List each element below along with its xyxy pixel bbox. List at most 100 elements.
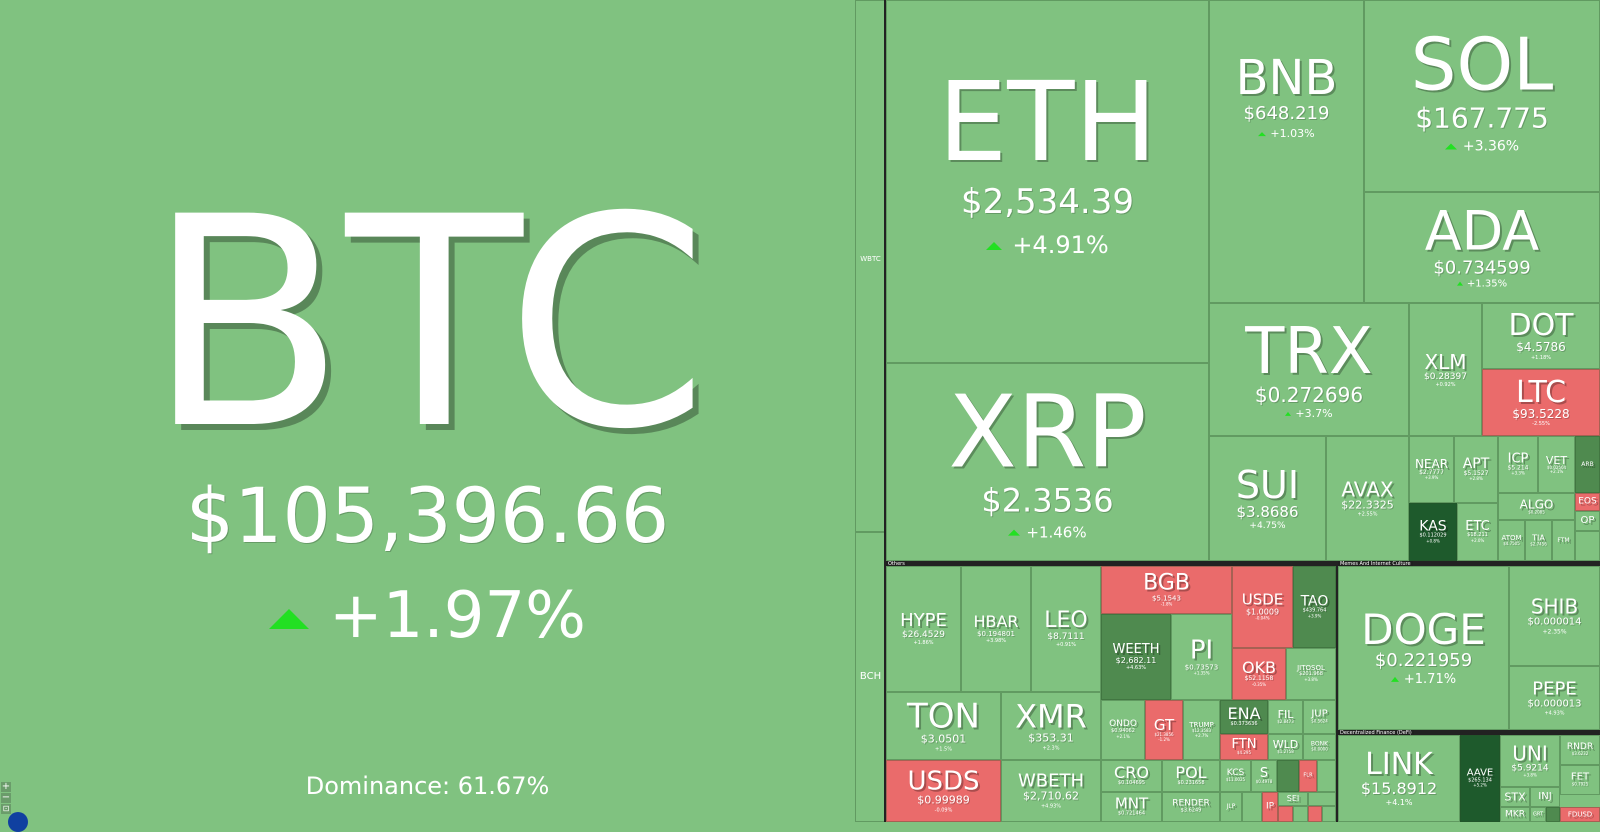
tile-bnb[interactable]: BNB $648.219 +1.03% — [1209, 0, 1364, 303]
tile-misc-7[interactable] — [1293, 806, 1308, 822]
tile-ondo[interactable]: ONDO $0.94062 +2.1% — [1101, 700, 1145, 760]
tile-xlm[interactable]: XLM $0.28397 +0.92% — [1409, 303, 1482, 436]
tile-doge[interactable]: DOGE $0.221959 +1.71% — [1338, 566, 1509, 730]
tile-op[interactable]: OP — [1575, 511, 1600, 531]
tile-fdusd[interactable]: FDUSD — [1560, 807, 1600, 822]
tile-arb[interactable]: ARB — [1575, 436, 1600, 493]
tile-eos[interactable]: EOS — [1575, 493, 1600, 511]
tile-cro[interactable]: CRO $0.104695 — [1101, 760, 1162, 792]
tile-ton[interactable]: TON $3.0501 +1.5% — [886, 692, 1001, 760]
tile-inj[interactable]: INJ — [1530, 787, 1560, 807]
tile-flr[interactable]: FLR — [1299, 760, 1317, 792]
weeth-change: +4.63% — [1125, 665, 1147, 672]
tile-sol[interactable]: SOL $167.775 +3.36% — [1364, 0, 1600, 192]
tile-wbtc[interactable]: WBTC — [855, 0, 886, 532]
tile-misc-1[interactable] — [1575, 531, 1600, 561]
tile-atom[interactable]: ATOM $4.7505 — [1498, 520, 1525, 561]
tile-fet[interactable]: FET $0.7925 — [1560, 765, 1600, 795]
tile-trump[interactable]: TRUMP $12.3583 +2.7% — [1183, 700, 1220, 760]
tile-vet[interactable]: VET $0.02504 +2.1% — [1538, 436, 1575, 493]
tile-weeth[interactable]: WEETH $2,682.11 +4.63% — [1101, 614, 1171, 700]
tile-ena[interactable]: ENA $0.373636 — [1220, 700, 1268, 734]
tile-uni[interactable]: UNI $5.9214 +3.8% — [1500, 735, 1560, 787]
tile-sei[interactable]: SEI — [1278, 792, 1308, 806]
tile-misc-9[interactable] — [1322, 806, 1336, 822]
arrow-up-icon — [1008, 529, 1021, 536]
tile-ftn[interactable]: FTN $4.295 — [1220, 734, 1268, 760]
tile-hype[interactable]: HYPE $26.4529 +1.86% — [886, 566, 961, 692]
weeth-symbol: WEETH — [1112, 641, 1160, 657]
tile-hbar[interactable]: HBAR $0.194801 +3.98% — [961, 566, 1031, 692]
tile-fil[interactable]: FIL $2.8473 — [1268, 700, 1303, 734]
tile-ip[interactable]: IP — [1262, 792, 1278, 822]
tile-s[interactable]: S $0.4978 — [1251, 760, 1277, 792]
help-icon[interactable] — [8, 812, 28, 832]
tile-link[interactable]: LINK $15.8912 +4.1% — [1338, 735, 1460, 822]
tile-jup[interactable]: JUP $0.5624 — [1303, 700, 1336, 734]
tile-ftm[interactable]: FTM — [1552, 520, 1575, 561]
tile-algo[interactable]: ALGO $0.2085 — [1498, 493, 1575, 520]
tile-leo[interactable]: LEO $8.7111 +0.91% — [1031, 566, 1101, 692]
tile-trx[interactable]: TRX $0.272696 +3.7% — [1209, 303, 1409, 436]
hbar-change: +3.98% — [985, 638, 1007, 645]
tile-sui[interactable]: SUI $3.8686 +4.75% — [1209, 436, 1326, 561]
zoom-in-button[interactable]: + — [1, 781, 11, 792]
tile-jitosol[interactable]: JITOSOL $201.968 +3.8% — [1286, 648, 1336, 700]
tile-usds[interactable]: USDS $0.99989 -0.09% — [886, 760, 1001, 822]
tile-eth[interactable]: ETH $2,534.39 +4.91% — [886, 0, 1209, 363]
tile-pol[interactable]: POL $0.231658 — [1162, 760, 1220, 792]
tile-pi[interactable]: PI $0.73573 +1.35% — [1171, 614, 1232, 700]
tile-bch[interactable]: BCH — [855, 532, 886, 822]
tia-symbol: TIA — [1532, 533, 1545, 543]
tile-misc-4[interactable] — [1242, 792, 1262, 822]
tile-tia[interactable]: TIA $2.7456 — [1525, 520, 1552, 561]
tile-mnt[interactable]: MNT $0.721464 — [1101, 792, 1162, 822]
dot-change: +1.18% — [1530, 354, 1552, 361]
tile-rndr[interactable]: RNDR $3.6232 — [1560, 735, 1600, 765]
tile-render[interactable]: RENDER $3.6249 — [1162, 792, 1220, 822]
tile-wbeth[interactable]: WBETH $2,710.62 +4.93% — [1001, 760, 1101, 822]
zoom-out-button[interactable]: − — [1, 792, 11, 803]
tile-misc-2[interactable] — [1277, 760, 1299, 792]
tile-aave[interactable]: AAVE $265.134 +5.2% — [1460, 735, 1500, 822]
pi-symbol: PI — [1189, 635, 1214, 666]
tile-misc-8[interactable] — [1308, 806, 1322, 822]
algo-price: $0.2085 — [1528, 509, 1545, 515]
tile-mkr[interactable]: MKR — [1500, 807, 1530, 822]
ton-symbol: TON — [907, 696, 980, 737]
tile-bgb[interactable]: BGB $5.1543 -1.8% — [1101, 566, 1232, 614]
tile-ltc[interactable]: LTC $93.5228 -2.55% — [1482, 369, 1600, 436]
s-symbol: S — [1259, 766, 1269, 782]
tile-okb[interactable]: OKB $52.1158 -0.35% — [1232, 648, 1286, 700]
tile-wld[interactable]: WLD $1.2758 — [1268, 734, 1303, 760]
tile-apt[interactable]: APT $5.1527 +2.8% — [1454, 436, 1498, 503]
tile-kas[interactable]: KAS $0.112029 +0.8% — [1409, 503, 1457, 561]
tile-misc-10[interactable] — [1546, 807, 1560, 822]
tile-stx[interactable]: STX — [1500, 787, 1530, 807]
link-change: +4.1% — [1385, 797, 1413, 807]
tile-avax[interactable]: AVAX $22.3325 +2.55% — [1326, 436, 1409, 561]
tile-gt[interactable]: GT $21.3856 -1.2% — [1145, 700, 1183, 760]
tile-misc-3[interactable] — [1317, 760, 1336, 792]
tile-etc[interactable]: ETC $18.211 +2.0% — [1457, 503, 1498, 561]
tile-kcs[interactable]: KCS $11.0025 — [1220, 760, 1251, 792]
tile-xrp[interactable]: XRP $2.3536 +1.46% — [886, 363, 1209, 561]
tile-xmr[interactable]: XMR $353.31 +2.3% — [1001, 692, 1101, 760]
tile-near[interactable]: NEAR $2.7777 +3.9% — [1409, 436, 1454, 503]
tile-tao[interactable]: TAO $439.764 +3.9% — [1293, 566, 1336, 648]
tile-misc-5[interactable] — [1308, 792, 1336, 806]
tile-btc[interactable]: BTC $105,396.66 +1.97% Dominance: 61.67% — [0, 0, 855, 822]
tile-shib[interactable]: SHIB $0.000014 +2.35% — [1509, 566, 1600, 666]
tile-icp[interactable]: ICP $5.214 +3.3% — [1498, 436, 1538, 493]
tile-jlp[interactable]: JLP — [1220, 792, 1242, 822]
avax-change: +2.55% — [1357, 511, 1378, 518]
tile-bonk[interactable]: BONK $0.0000 — [1303, 734, 1336, 760]
fit-button[interactable]: ⊡ — [1, 804, 11, 814]
tile-ada[interactable]: ADA $0.734599 +1.35% — [1364, 192, 1600, 303]
tile-grt[interactable]: GRT — [1530, 807, 1546, 822]
tile-dot[interactable]: DOT $4.5786 +1.18% — [1482, 303, 1600, 369]
jitosol-change: +3.8% — [1304, 676, 1318, 682]
tile-usde[interactable]: USDE $1.0009 -0.04% — [1232, 566, 1293, 648]
tile-misc-6[interactable] — [1278, 806, 1293, 822]
tile-pepe[interactable]: PEPE $0.000013 +4.93% — [1509, 666, 1600, 730]
